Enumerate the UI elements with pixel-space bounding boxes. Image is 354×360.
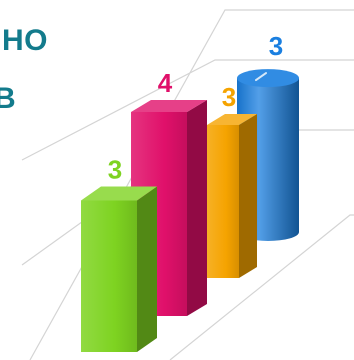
clipped-text-2: В <box>0 82 17 115</box>
bar-3-side <box>239 114 257 278</box>
bar-2-top <box>131 100 207 112</box>
clipped-text-1: НО <box>2 24 48 57</box>
gridline-3 <box>21 59 354 161</box>
bar-1-side <box>137 186 157 352</box>
bar-1-top <box>81 186 157 201</box>
bar-1: 3 <box>81 155 157 352</box>
bars: 3 3 4 3 <box>81 31 299 352</box>
bar-4-top <box>237 69 299 88</box>
bar-2-side <box>187 100 207 316</box>
bar-1-front <box>81 200 137 352</box>
bar-3-front <box>207 125 239 278</box>
data-label-4: 3 <box>269 31 283 61</box>
gridline-4 <box>169 214 354 360</box>
data-label-2: 4 <box>158 68 173 98</box>
bar-4-highlight <box>255 72 267 82</box>
bar-3-top <box>207 114 257 125</box>
bar-3: 3 <box>207 82 257 278</box>
data-label-3: 3 <box>222 82 236 112</box>
data-label-1: 3 <box>108 155 122 185</box>
